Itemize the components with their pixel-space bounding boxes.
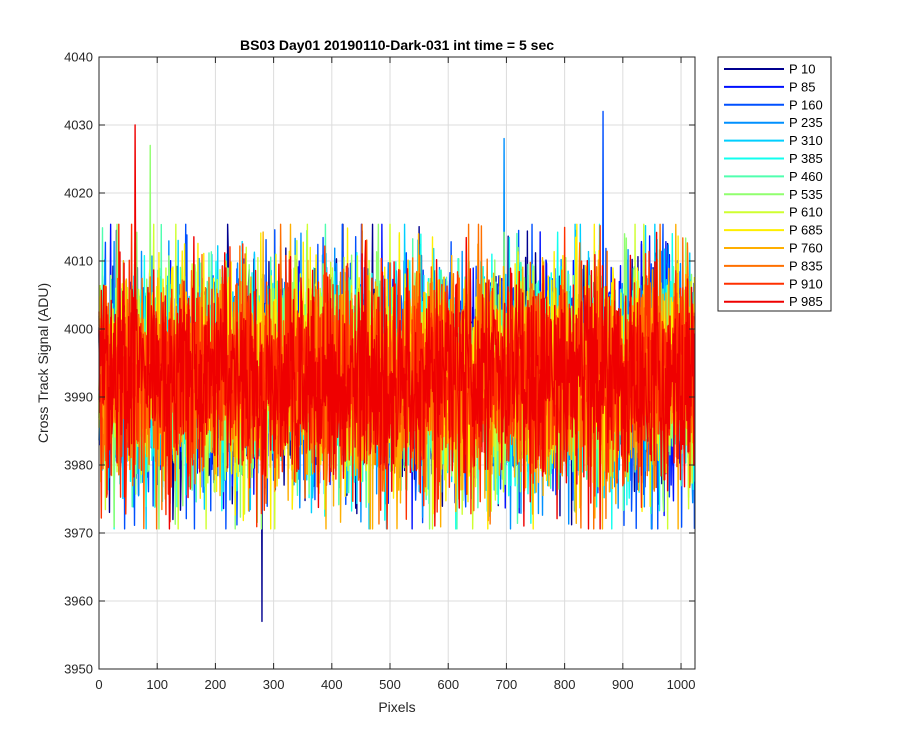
x-tick-label: 700 bbox=[496, 677, 518, 692]
legend-label: P 835 bbox=[789, 258, 823, 273]
series-lines bbox=[98, 110, 696, 623]
x-tick-label: 400 bbox=[321, 677, 343, 692]
y-tick-label: 3990 bbox=[64, 390, 93, 405]
y-tick-label: 4020 bbox=[64, 186, 93, 201]
legend-label: P 85 bbox=[789, 79, 816, 94]
legend-label: P 10 bbox=[789, 62, 816, 77]
x-tick-label: 500 bbox=[379, 677, 401, 692]
y-tick-label: 3950 bbox=[64, 662, 93, 677]
legend-label: P 535 bbox=[789, 187, 823, 202]
legend-label: P 385 bbox=[789, 151, 823, 166]
x-tick-label: 200 bbox=[205, 677, 227, 692]
series-line-p-985 bbox=[98, 124, 696, 530]
x-tick-label: 800 bbox=[554, 677, 576, 692]
y-tick-label: 3980 bbox=[64, 458, 93, 473]
legend-label: P 985 bbox=[789, 294, 823, 309]
x-tick-label: 0 bbox=[95, 677, 102, 692]
x-tick-label: 100 bbox=[146, 677, 168, 692]
y-tick-label: 4040 bbox=[64, 50, 93, 65]
legend-label: P 910 bbox=[789, 276, 823, 291]
legend-label: P 235 bbox=[789, 115, 823, 130]
x-axis-label: Pixels bbox=[378, 699, 415, 715]
y-tick-label: 3960 bbox=[64, 594, 93, 609]
legend-label: P 760 bbox=[789, 241, 823, 256]
legend-box bbox=[717, 56, 832, 312]
x-tick-label: 900 bbox=[612, 677, 634, 692]
y-tick-label: 3970 bbox=[64, 526, 93, 541]
axis-ticks: 0 100 200 300 400 500 600 700 800 900 1000 3950 3960… bbox=[64, 50, 695, 693]
x-tick-label: 1000 bbox=[667, 677, 696, 692]
legend-label: P 685 bbox=[789, 223, 823, 238]
y-tick-label: 4010 bbox=[64, 254, 93, 269]
legend-label: P 310 bbox=[789, 133, 823, 148]
x-tick-label: 600 bbox=[437, 677, 459, 692]
legend-label: P 460 bbox=[789, 169, 823, 184]
legend-label: P 160 bbox=[789, 97, 823, 112]
x-tick-label: 300 bbox=[263, 677, 285, 692]
legend: P 10 P 85 P 160 P 235 P 310 P 385 P 460 P 535 P … bbox=[717, 56, 832, 312]
chart-title: BS03 Day01 20190110-Dark-031 int time = … bbox=[240, 37, 554, 53]
legend-label: P 610 bbox=[789, 205, 823, 220]
y-tick-label: 4030 bbox=[64, 118, 93, 133]
y-axis-label: Cross Track Signal (ADU) bbox=[35, 283, 51, 443]
plot-frame bbox=[98, 56, 696, 670]
y-tick-label: 4000 bbox=[64, 322, 93, 337]
